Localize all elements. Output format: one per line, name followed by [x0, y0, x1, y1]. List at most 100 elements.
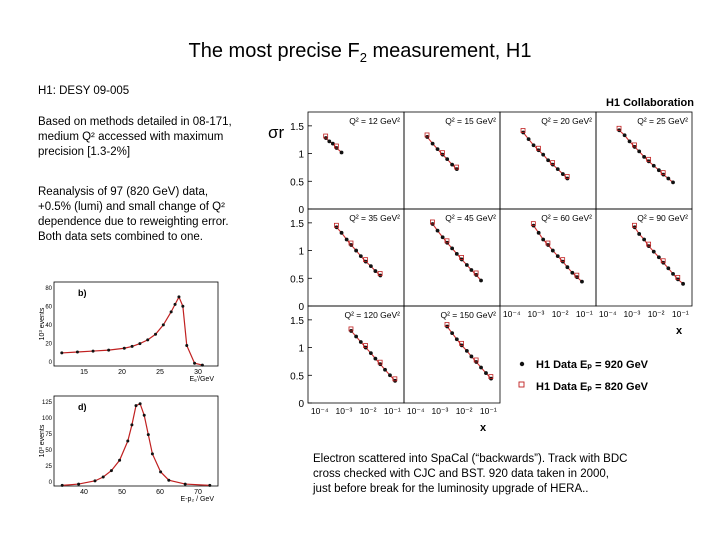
histogram-point — [109, 469, 113, 473]
x-tick-label: 10⁻¹ — [576, 309, 593, 319]
panel-q2-label: Q² = 15 GeV² — [445, 116, 496, 126]
data-point-820 — [632, 142, 637, 148]
data-point-820 — [444, 238, 450, 244]
data-point-820 — [348, 240, 354, 246]
data-point-920 — [555, 254, 560, 259]
x-tick-label: 10⁻⁴ — [311, 406, 329, 416]
plot-frame — [53, 281, 219, 367]
histogram-point — [93, 479, 97, 483]
data-point-920 — [454, 337, 459, 342]
data-point-920 — [330, 141, 335, 146]
paragraph-methods: Based on methods detailed in 08-171, medi… — [38, 116, 232, 158]
data-point-920 — [671, 180, 675, 185]
data-point-920 — [642, 237, 647, 242]
data-point-820 — [334, 143, 339, 149]
data-point-820 — [646, 156, 652, 162]
paragraph-reanalysis: Reanalysis of 97 (820 GeV) data, +0.5% (l… — [38, 186, 229, 243]
data-point-920 — [651, 163, 656, 168]
data-point-920 — [536, 230, 541, 235]
data-point-920 — [354, 334, 359, 339]
data-point-820 — [377, 359, 383, 365]
sigma-panel: Q² = 120 GeV² — [307, 305, 405, 404]
y-tick-label: 40 — [45, 323, 52, 329]
legend-marker-920 — [519, 361, 525, 367]
y-tick-label: 20 — [45, 342, 52, 348]
data-point-920 — [358, 340, 363, 344]
histogram-point — [169, 310, 173, 314]
histogram-point — [183, 482, 187, 486]
histogram-point — [177, 295, 181, 299]
y-tick-label: 0 — [49, 360, 53, 366]
histogram-point — [167, 478, 171, 482]
plot-frame — [53, 395, 219, 487]
data-point-820 — [545, 240, 551, 246]
data-point-920 — [383, 367, 387, 372]
data-point-820 — [459, 340, 464, 346]
data-point-820 — [488, 374, 494, 380]
data-point-920 — [671, 271, 675, 276]
data-point-820 — [430, 219, 435, 225]
x-tick-label: 10⁻² — [456, 406, 473, 416]
data-point-820 — [550, 160, 556, 166]
data-point-920 — [580, 279, 584, 284]
y-tick-label: 0.5 — [290, 371, 304, 382]
data-point-920 — [450, 331, 455, 336]
data-point-920 — [368, 351, 373, 356]
data-point-920 — [388, 373, 392, 378]
y-axis-label: 10³ events — [39, 307, 46, 340]
histogram-point — [75, 350, 79, 354]
sigma-panel: Q² = 60 GeV² — [499, 208, 597, 307]
histogram-point — [101, 475, 105, 479]
data-point-820 — [334, 222, 339, 228]
x-axis-label-upper: x — [676, 325, 683, 337]
panel-frame — [307, 305, 405, 404]
histogram-point — [138, 342, 142, 346]
data-point-920 — [479, 365, 483, 370]
histogram-point — [154, 332, 158, 336]
histogram-point — [60, 483, 64, 487]
x-tick-label: 15 — [80, 369, 88, 376]
data-point-820 — [454, 164, 460, 170]
y-tick-label: 0 — [49, 480, 53, 486]
x-tick-label: 10⁻³ — [336, 406, 353, 416]
y-tick-label: 100 — [42, 416, 53, 422]
y-tick-label: 1.5 — [290, 122, 304, 133]
data-point-920 — [560, 172, 565, 176]
paper-reference: H1: DESY 09-005 — [38, 85, 130, 97]
sigma-panel: Q² = 25 GeV² — [595, 111, 693, 210]
y-tick-label: 1.5 — [290, 219, 304, 230]
data-point-920 — [358, 254, 363, 259]
data-point-920 — [541, 237, 546, 242]
data-point-820 — [363, 343, 368, 348]
histogram-point — [107, 348, 111, 352]
y-tick-label: 60 — [45, 305, 52, 311]
data-point-820 — [473, 357, 479, 363]
data-point-920 — [354, 248, 359, 253]
data-point-820 — [564, 174, 570, 179]
x-tick-label: 40 — [80, 489, 88, 496]
data-point-820 — [520, 128, 526, 133]
histogram-point — [193, 361, 197, 365]
data-point-920 — [565, 265, 570, 270]
x-axis-label-lower: x — [480, 422, 487, 434]
sigma-panel: Q² = 150 GeV² — [403, 305, 501, 404]
fit-curve — [522, 132, 568, 179]
data-point-920 — [450, 162, 455, 167]
histogram-point — [118, 458, 122, 462]
data-point-920 — [541, 152, 546, 157]
data-point-920 — [666, 266, 671, 271]
y-tick-label: 75 — [45, 432, 52, 438]
data-point-820 — [473, 270, 479, 276]
y-tick-label: 0.5 — [290, 177, 304, 188]
data-point-820 — [646, 241, 652, 247]
data-point-920 — [656, 255, 661, 260]
panel-q2-label: Q² = 45 GeV² — [445, 213, 496, 223]
data-point-820 — [632, 222, 637, 228]
data-point-920 — [344, 237, 349, 242]
data-point-920 — [484, 371, 488, 375]
histogram-point — [130, 344, 134, 348]
histogram-point — [161, 323, 165, 327]
panel-q2-label: Q² = 12 GeV² — [349, 116, 400, 126]
legend-marker-820 — [518, 381, 525, 388]
